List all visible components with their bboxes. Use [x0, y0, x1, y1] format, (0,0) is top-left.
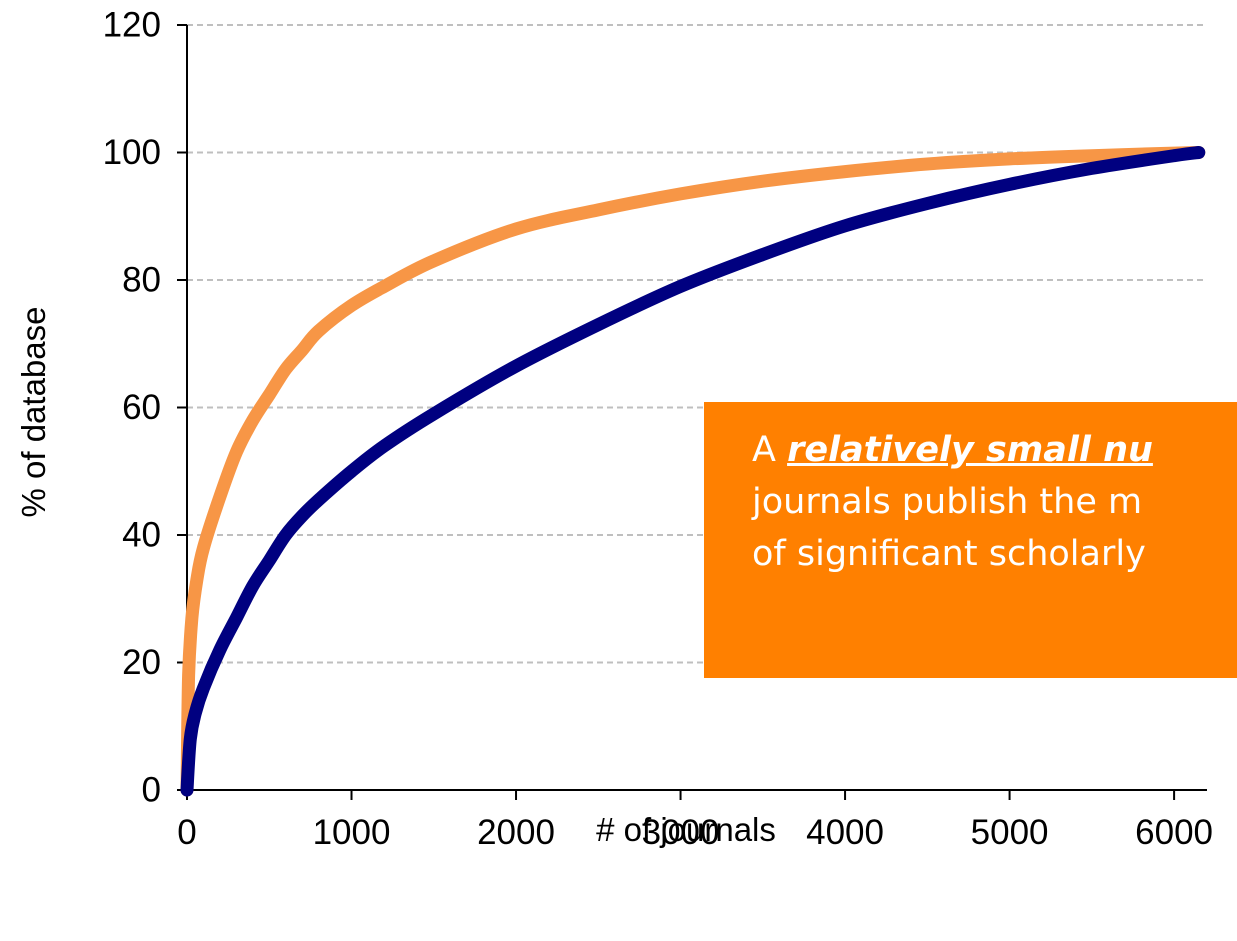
y-tick-label-60: 60 — [122, 388, 161, 427]
y-tick-label-80: 80 — [122, 261, 161, 300]
y-tick-label-40: 40 — [122, 516, 161, 555]
x-tick-label-5000: 5000 — [971, 813, 1049, 852]
callout-prefix: A — [752, 430, 787, 470]
y-tick-label-100: 100 — [103, 133, 161, 172]
callout-line-3: of significant scholarly — [752, 528, 1237, 580]
callout-line-1: A relatively small nu — [752, 424, 1237, 476]
x-axis-title: # of journals — [596, 811, 776, 848]
x-tick-label-0: 0 — [177, 813, 196, 852]
x-tick-label-1000: 1000 — [313, 813, 391, 852]
y-tick-label-0: 0 — [142, 771, 161, 810]
callout-emphasis: relatively small nu — [787, 430, 1153, 470]
x-tick-label-4000: 4000 — [806, 813, 884, 852]
x-tick-label-6000: 6000 — [1135, 813, 1213, 852]
y-tick-label-20: 20 — [122, 643, 161, 682]
y-tick-label-120: 120 — [103, 6, 161, 45]
callout-line-2: journals publish the m — [752, 476, 1237, 528]
x-tick-label-2000: 2000 — [477, 813, 555, 852]
y-axis-title: % of database — [15, 307, 52, 518]
callout-box: A relatively small nu journals publish t… — [704, 402, 1237, 678]
